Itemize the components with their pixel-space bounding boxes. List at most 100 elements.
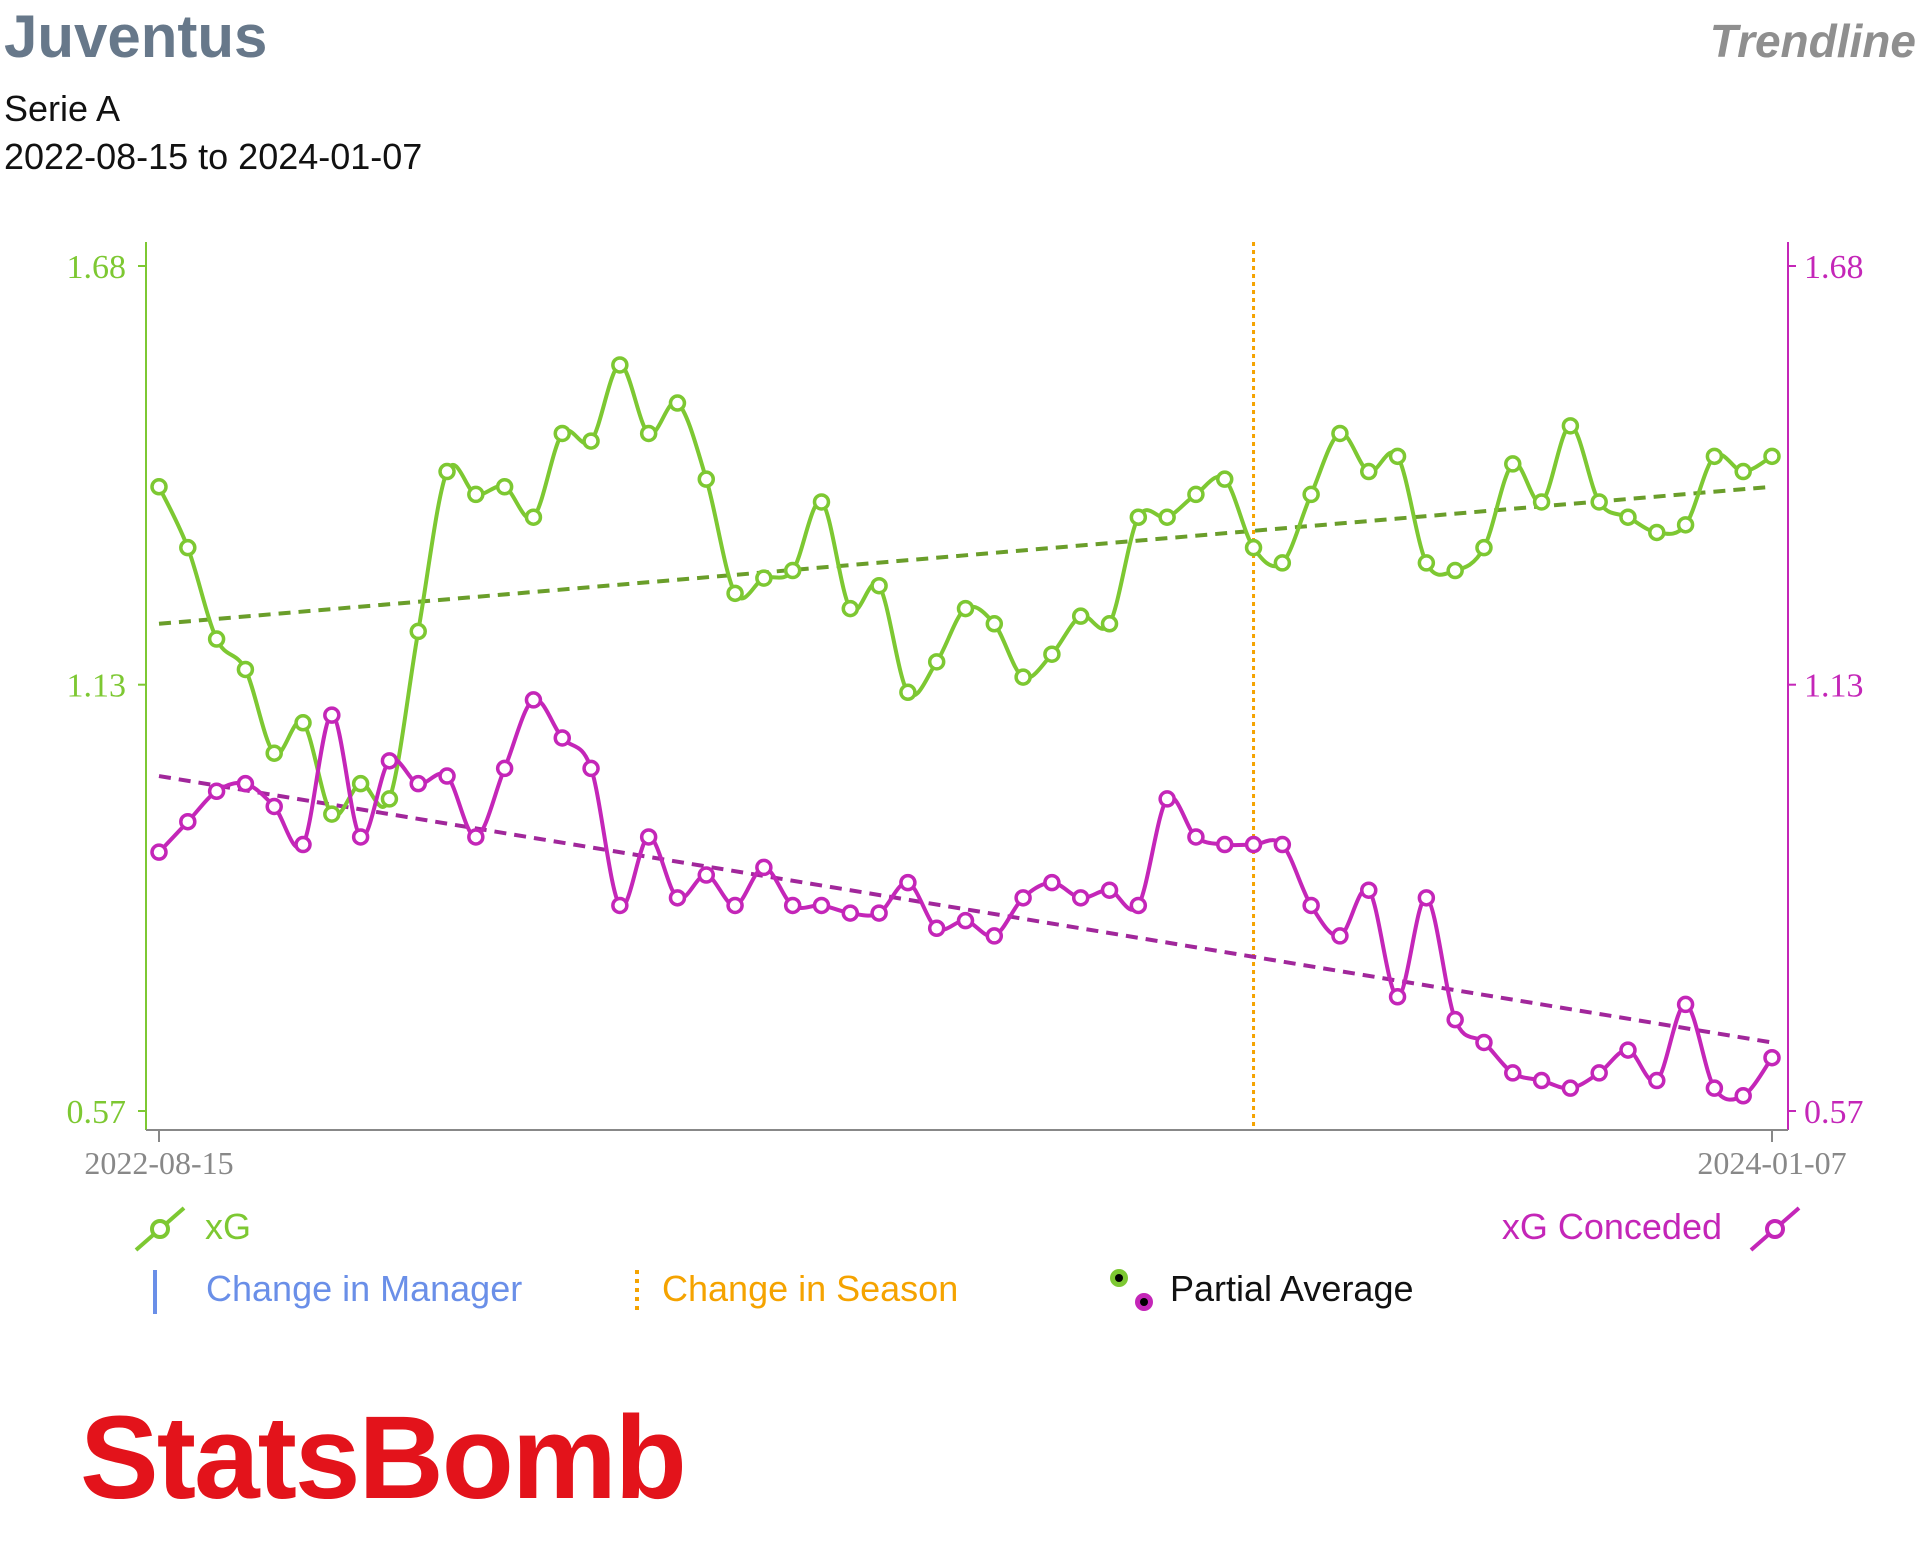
xg-conceded-point (524, 691, 543, 709)
series-points (150, 356, 1781, 1105)
partial-average-legend-icon (1110, 1269, 1153, 1311)
xg-point (294, 714, 312, 732)
xg-point (1158, 508, 1176, 526)
xg-point (380, 790, 399, 808)
xg-conceded-point (1532, 1071, 1551, 1090)
xg-point (870, 576, 888, 595)
xg-point (1302, 485, 1320, 504)
statsbomb-logo: StatsBomb (80, 1392, 687, 1524)
xg-conceded-point (1504, 1064, 1522, 1082)
x-tick-label-start: 2022-08-15 (84, 1145, 233, 1181)
xg-point (323, 805, 341, 823)
xg-conceded-point (1071, 889, 1090, 907)
right-tick-label: 1.13 (1804, 668, 1864, 705)
xg-point (1360, 462, 1378, 481)
xg-conceded-point (265, 797, 283, 816)
xg-conceded-point (1360, 881, 1378, 899)
xg-point (611, 356, 629, 374)
left-tick-label: 0.57 (67, 1094, 127, 1131)
right-tick-label: 1.68 (1804, 249, 1864, 286)
xg-point (985, 615, 1004, 633)
xg-point (1244, 538, 1263, 557)
xg-conceded-point (639, 828, 658, 846)
xg-conceded-point (179, 812, 197, 831)
xg-conceded-point (783, 896, 802, 915)
legend-manager-change: Change in Manager (206, 1268, 523, 1309)
xg-point (524, 508, 543, 526)
xg-conceded-point (1244, 835, 1263, 854)
xg-conceded-point (1446, 1010, 1464, 1029)
xg-conceded-point (1561, 1079, 1580, 1097)
season-change-legend-icon (635, 1270, 639, 1314)
xg-conceded-point (495, 759, 514, 778)
xg-conceded-point (207, 782, 226, 801)
xg-point (1648, 523, 1666, 542)
xg-point (1532, 493, 1551, 511)
xg-conceded-point (668, 889, 687, 907)
chart-header: Juventus Trendline Serie A 2022-08-15 to… (0, 0, 1920, 200)
trendline-chart: 1.68 1.13 0.57 1.68 1.13 0.57 2022-08-15 2024-0… (67, 242, 1864, 1181)
xg-trend-line (158, 484, 1773, 626)
xg-conceded-point (1302, 896, 1320, 915)
xg-conceded-point (956, 911, 975, 930)
left-tick-label: 1.13 (67, 668, 127, 705)
xg-conceded-point (899, 873, 917, 892)
xg-point (1129, 508, 1148, 526)
xg-point (1100, 615, 1119, 633)
xg-conceded-point (323, 706, 341, 724)
xg-point (1619, 508, 1637, 526)
xg-point (495, 478, 514, 496)
xg-point (409, 622, 427, 641)
xg-conceded-point (927, 919, 946, 938)
xg-conceded-point (438, 767, 456, 785)
xg-conceded-point (1475, 1033, 1493, 1052)
legend-xg-conceded: xG Conceded (1501, 1206, 1722, 1247)
team-title: Juventus (4, 3, 268, 70)
xg-point (697, 470, 716, 488)
competition-label: Serie A (4, 88, 121, 129)
xg-point (1676, 516, 1695, 534)
xg-point (755, 569, 773, 587)
xg-point (639, 424, 658, 443)
xg-point (668, 394, 687, 412)
xg-point (351, 774, 370, 793)
xg-point (553, 424, 571, 443)
right-tick-label: 0.57 (1804, 1094, 1864, 1131)
xg-conceded-point (409, 774, 427, 793)
series-lines (157, 363, 1774, 1102)
xg-conceded-point (870, 904, 888, 922)
xg-conceded-trend-line (158, 774, 1773, 1045)
xg-conceded-point (812, 896, 831, 915)
date-range-label: 2022-08-15 to 2024-01-07 (4, 136, 423, 177)
xg-conceded-point (1590, 1064, 1608, 1082)
xg-conceded-point (841, 904, 860, 922)
xg-conceded-point (755, 858, 773, 877)
xg-conceded-point (1187, 828, 1205, 846)
xg-conceded-point (1676, 995, 1695, 1014)
xg-point (467, 485, 485, 504)
chart-axes (138, 242, 1796, 1142)
xg-point (726, 584, 744, 603)
xg-point (582, 432, 600, 450)
xg-point (1590, 493, 1608, 511)
xg-conceded-point (1014, 889, 1032, 907)
xg-point (179, 538, 197, 557)
xg-conceded-point (1619, 1041, 1637, 1059)
xg-point (1504, 455, 1522, 473)
xg-conceded-point (1705, 1079, 1724, 1097)
view-name: Trendline (1709, 15, 1916, 67)
xg-point (236, 660, 255, 679)
xg-conceded-point (611, 896, 629, 915)
xg-conceded-point (294, 835, 312, 854)
xg-point (1388, 447, 1407, 466)
xg-point (1446, 561, 1464, 580)
xg-legend-icon (134, 1206, 186, 1252)
xg-conceded-point (236, 774, 255, 793)
xg-point (1273, 554, 1292, 572)
xg-point (1417, 554, 1436, 572)
xg-line (157, 363, 1774, 818)
xg-conceded-point (726, 896, 744, 915)
legend-season-change: Change in Season (662, 1268, 959, 1309)
legend-xg: xG (205, 1206, 252, 1247)
axis-tick-labels: 1.68 1.13 0.57 1.68 1.13 0.57 2022-08-15 2024-0… (67, 249, 1864, 1181)
